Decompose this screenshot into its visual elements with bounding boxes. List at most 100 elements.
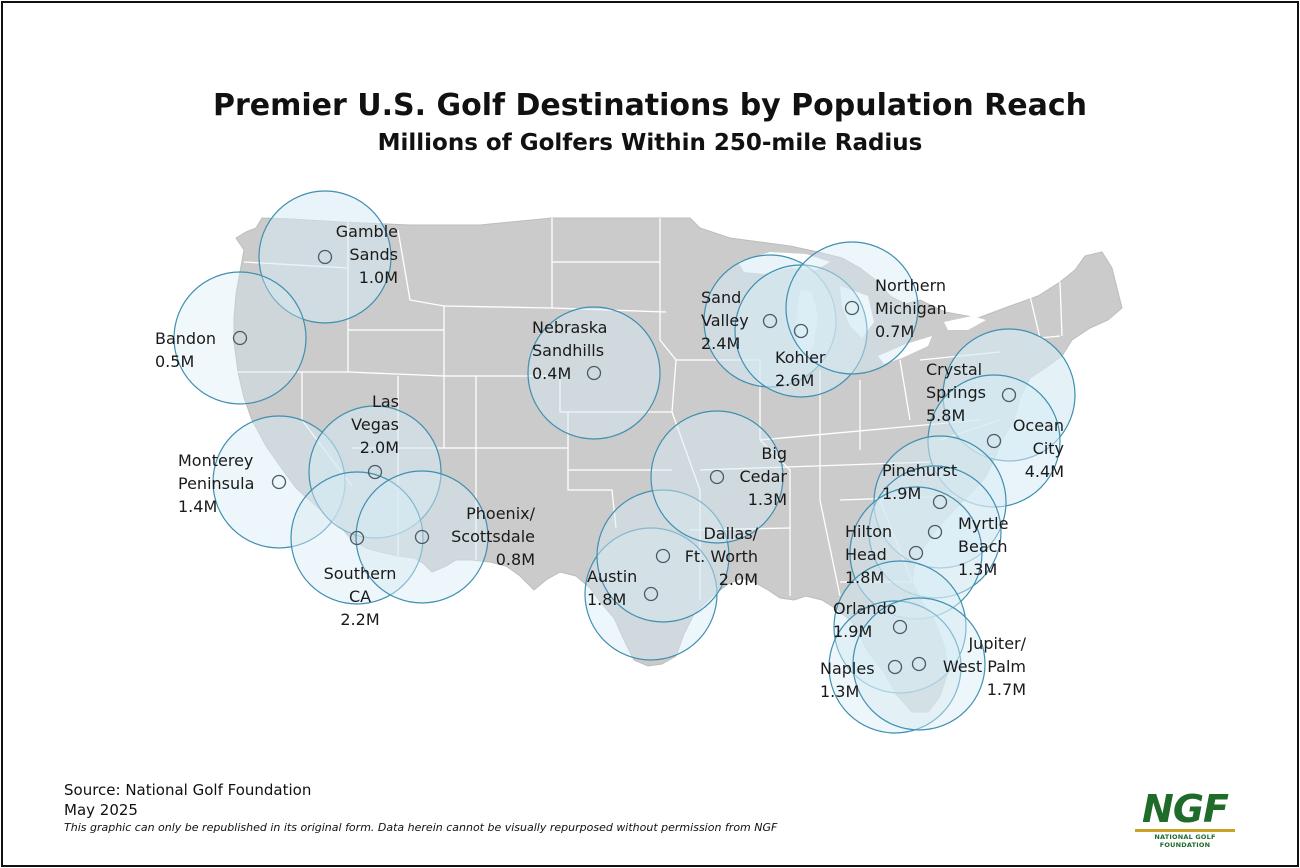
marker-monterey-peninsula[interactable] — [271, 474, 287, 490]
label-name-line: Orlando — [833, 599, 897, 618]
label-ocean-city: Ocean City 4.4M — [1013, 414, 1064, 483]
label-name-line: Vegas — [351, 415, 399, 434]
marker-orlando[interactable] — [892, 619, 908, 635]
label-pinehurst: Pinehurst 1.9M — [882, 459, 957, 505]
marker-hilton-head[interactable] — [908, 545, 924, 561]
label-las-vegas: Las Vegas 2.0M — [351, 390, 399, 459]
marker-big-cedar[interactable] — [709, 469, 725, 485]
label-name-line: Ocean — [1012, 416, 1064, 435]
logo-wordmark: NGF — [1142, 787, 1229, 831]
label-value: 1.8M — [587, 590, 627, 609]
label-name-line: Southern — [323, 564, 397, 583]
label-name-line: Austin — [587, 567, 638, 586]
reach-circle-gamble-sands — [258, 190, 392, 324]
label-naples: Naples 1.3M — [820, 657, 875, 703]
source-date: May 2025 — [64, 801, 138, 819]
reach-circle-northern-michigan — [785, 241, 919, 375]
marker-pinehurst[interactable] — [932, 494, 948, 510]
marker-las-vegas[interactable] — [367, 464, 383, 480]
label-value: 1.9M — [833, 622, 873, 641]
label-name-line: Northern — [875, 276, 947, 295]
label-big-cedar: Big Cedar 1.3M — [739, 442, 787, 511]
label-phoenix-scottsdale: Phoenix/Scottsdale 0.8M — [451, 502, 535, 571]
label-name-line: Beach — [958, 537, 1008, 556]
marker-gamble-sands[interactable] — [317, 249, 333, 265]
marker-nebraska-sandhills[interactable] — [586, 365, 602, 381]
label-name-line: Head — [845, 545, 887, 564]
label-name-line: Hilton — [845, 522, 893, 541]
label-dallas-ft-worth: Dallas/Ft. Worth 2.0M — [685, 522, 758, 591]
marker-austin[interactable] — [643, 586, 659, 602]
label-name-line: Gamble — [335, 222, 398, 241]
marker-ocean-city[interactable] — [986, 433, 1002, 449]
label-name-line: Myrtle — [958, 514, 1009, 533]
marker-dallas-ft-worth[interactable] — [655, 548, 671, 564]
reach-circle-las-vegas — [308, 405, 442, 539]
source-text: Source: National Golf Foundation — [64, 781, 312, 799]
label-name-line: Sand — [701, 288, 742, 307]
reach-circle-southern-ca — [290, 471, 424, 605]
label-value: 2.4M — [701, 334, 741, 353]
label-value: 4.4M — [1024, 462, 1064, 481]
label-name-line: Ft. Worth — [684, 547, 758, 566]
label-name-line: Peninsula — [178, 474, 255, 493]
label-value: 1.0M — [358, 268, 398, 287]
marker-southern-ca[interactable] — [349, 530, 365, 546]
label-name-line: Valley — [701, 311, 749, 330]
label-nebraska-sandhills: Nebraska Sandhills 0.4M — [532, 316, 607, 385]
marker-crystal-springs[interactable] — [1001, 387, 1017, 403]
label-jupiter-west-palm: Jupiter/West Palm 1.7M — [943, 632, 1026, 701]
label-value: 0.4M — [532, 364, 572, 383]
label-value: 2.0M — [359, 438, 399, 457]
label-value: 1.9M — [882, 484, 922, 503]
lake-erie — [878, 336, 932, 364]
label-southern-ca: Southern CA 2.2M — [324, 562, 397, 631]
reach-circles — [173, 190, 1076, 734]
marker-sand-valley[interactable] — [762, 313, 778, 329]
label-value: 1.4M — [178, 497, 218, 516]
label-value: 2.2M — [340, 610, 380, 629]
label-bandon: Bandon 0.5M — [155, 327, 216, 373]
lake-ontario — [944, 316, 986, 330]
marker-northern-michigan[interactable] — [844, 300, 860, 316]
marker-bandon[interactable] — [232, 330, 248, 346]
marker-kohler[interactable] — [793, 323, 809, 339]
label-name-line: Crystal — [926, 360, 983, 379]
label-name-line: Springs — [926, 383, 986, 402]
label-value: 1.3M — [958, 560, 998, 579]
label-value: 2.6M — [775, 371, 815, 390]
label-name-line: Phoenix/ — [466, 504, 535, 523]
reach-circle-big-cedar — [650, 410, 784, 544]
label-name-line: Dallas/ — [703, 524, 758, 543]
label-name-line: Jupiter/ — [968, 634, 1026, 653]
label-monterey-peninsula: Monterey Peninsula 1.4M — [178, 449, 254, 518]
label-northern-michigan: Northern Michigan 0.7M — [875, 274, 947, 343]
label-value: 5.8M — [926, 406, 966, 425]
label-gamble-sands: Gamble Sands 1.0M — [336, 220, 398, 289]
marker-jupiter-west-palm[interactable] — [911, 656, 927, 672]
destination-markers — [232, 249, 1017, 675]
page-title: Premier U.S. Golf Destinations by Popula… — [213, 88, 1087, 123]
label-name-line: City — [1032, 439, 1064, 458]
marker-phoenix-scottsdale[interactable] — [414, 529, 430, 545]
label-name-line: Las — [371, 392, 399, 411]
label-name-line: CA — [348, 587, 372, 606]
marker-myrtle-beach[interactable] — [927, 524, 943, 540]
label-crystal-springs: Crystal Springs 5.8M — [926, 358, 986, 427]
label-name-line: Scottsdale — [451, 527, 535, 546]
label-name-line: Michigan — [875, 299, 947, 318]
label-name-line: Sandhills — [532, 341, 605, 360]
reach-circle-kohler — [734, 264, 868, 398]
label-value: 0.7M — [875, 322, 915, 341]
reach-circle-bandon — [173, 271, 307, 405]
label-value: 0.8M — [495, 550, 535, 569]
page-subtitle: Millions of Golfers Within 250-mile Radi… — [377, 130, 923, 156]
label-value: 1.3M — [820, 682, 860, 701]
reach-circle-naples — [828, 600, 962, 734]
label-hilton-head: Hilton Head 1.8M — [845, 520, 892, 589]
label-value: 2.0M — [718, 570, 758, 589]
marker-naples[interactable] — [887, 659, 903, 675]
label-orlando: Orlando 1.9M — [833, 597, 897, 643]
label-name-line: Pinehurst — [882, 461, 958, 480]
